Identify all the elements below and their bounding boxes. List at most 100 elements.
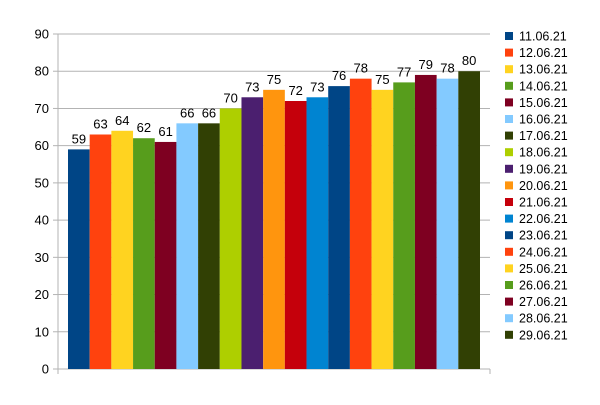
legend-label: 21.06.21 bbox=[519, 196, 568, 210]
y-tick-labels: 0 10 20 30 40 50 60 70 80 90 bbox=[35, 27, 49, 377]
bar-20.06.21 bbox=[263, 89, 285, 369]
legend: 11.06.21 12.06.21 13.06.21 14.06.21 15.06.21… bbox=[505, 30, 568, 342]
legend-swatch bbox=[505, 181, 513, 190]
data-label: 70 bbox=[223, 90, 237, 105]
legend-label: 24.06.21 bbox=[519, 245, 568, 259]
legend-swatch bbox=[505, 148, 513, 157]
data-label: 75 bbox=[375, 72, 389, 87]
legend-swatch bbox=[505, 131, 513, 140]
legend-swatch bbox=[505, 48, 513, 57]
legend-label: 23.06.21 bbox=[519, 229, 568, 243]
legend-item: 13.06.21 bbox=[505, 63, 568, 77]
legend-swatch bbox=[505, 81, 513, 90]
legend-item: 26.06.21 bbox=[505, 279, 568, 293]
bar-14.06.21 bbox=[133, 138, 155, 369]
legend-swatch bbox=[505, 264, 513, 273]
legend-item: 18.06.21 bbox=[505, 146, 568, 160]
legend-item: 22.06.21 bbox=[505, 212, 568, 226]
legend-item: 14.06.21 bbox=[505, 79, 568, 93]
y-tick-label: 60 bbox=[35, 138, 49, 153]
bar-25.06.21 bbox=[371, 89, 394, 369]
data-label: 66 bbox=[202, 105, 216, 120]
bar-22.06.21 bbox=[306, 97, 329, 370]
legend-item: 20.06.21 bbox=[505, 179, 568, 193]
legend-label: 19.06.21 bbox=[519, 162, 568, 176]
bar-18.06.21 bbox=[219, 108, 242, 369]
legend-label: 17.06.21 bbox=[519, 129, 568, 143]
bar-17.06.21 bbox=[198, 123, 220, 369]
legend-item: 19.06.21 bbox=[505, 162, 568, 176]
legend-label: 16.06.21 bbox=[519, 113, 568, 127]
legend-item: 21.06.21 bbox=[505, 196, 568, 210]
y-tick-label: 80 bbox=[35, 64, 49, 79]
y-tick-label: 70 bbox=[35, 101, 49, 116]
legend-swatch bbox=[505, 98, 513, 107]
data-label: 63 bbox=[93, 117, 107, 132]
bar-21.06.21 bbox=[284, 101, 307, 369]
data-label: 77 bbox=[397, 64, 411, 79]
legend-swatch bbox=[505, 198, 513, 206]
legend-swatch bbox=[505, 297, 513, 306]
legend-label: 12.06.21 bbox=[519, 46, 568, 60]
legend-item: 15.06.21 bbox=[505, 96, 568, 110]
legend-item: 17.06.21 bbox=[505, 129, 568, 143]
data-label: 62 bbox=[137, 120, 151, 135]
legend-swatch bbox=[505, 247, 513, 256]
legend-label: 15.06.21 bbox=[519, 96, 568, 110]
bar-16.06.21 bbox=[176, 123, 199, 369]
y-tick-label: 30 bbox=[35, 250, 49, 265]
y-tick-label: 90 bbox=[35, 27, 49, 42]
legend-label: 22.06.21 bbox=[519, 212, 568, 226]
bar-11.06.21 bbox=[68, 149, 90, 369]
legend-swatch bbox=[505, 65, 513, 74]
data-label: 72 bbox=[288, 83, 302, 98]
legend-item: 24.06.21 bbox=[505, 245, 568, 259]
legend-item: 16.06.21 bbox=[505, 113, 568, 127]
data-label: 75 bbox=[267, 72, 281, 87]
legend-label: 18.06.21 bbox=[519, 146, 568, 160]
bar-23.06.21 bbox=[328, 86, 350, 369]
legend-swatch bbox=[505, 214, 513, 223]
y-tick-label: 10 bbox=[35, 324, 49, 339]
bar-15.06.21 bbox=[154, 141, 177, 369]
legend-label: 29.06.21 bbox=[519, 328, 568, 342]
legend-label: 14.06.21 bbox=[519, 79, 568, 93]
legend-swatch bbox=[505, 330, 513, 339]
y-tick-label: 40 bbox=[35, 213, 49, 228]
legend-label: 11.06.21 bbox=[519, 30, 567, 44]
bar-28.06.21 bbox=[436, 78, 459, 370]
data-label: 79 bbox=[419, 57, 433, 72]
data-label: 80 bbox=[462, 53, 476, 68]
data-label: 78 bbox=[354, 61, 368, 76]
data-label: 76 bbox=[332, 68, 346, 83]
bar-29.06.21 bbox=[458, 71, 480, 369]
y-tick-label: 0 bbox=[42, 362, 49, 377]
legend-item: 23.06.21 bbox=[505, 229, 568, 243]
legend-swatch bbox=[505, 231, 513, 240]
legend-label: 20.06.21 bbox=[519, 179, 568, 193]
legend-label: 26.06.21 bbox=[519, 279, 568, 293]
y-tick-label: 50 bbox=[35, 175, 49, 190]
data-labels: 59 63 64 62 61 66 66 70 73 75 72 73 76 78 75 77 79 78 80 bbox=[72, 53, 477, 146]
bar-13.06.21 bbox=[111, 130, 134, 369]
legend-item: 28.06.21 bbox=[505, 312, 568, 326]
data-label: 61 bbox=[158, 124, 172, 139]
bar-24.06.21 bbox=[349, 78, 372, 370]
legend-item: 29.06.21 bbox=[505, 328, 568, 342]
legend-swatch bbox=[505, 281, 513, 289]
data-label: 59 bbox=[72, 131, 86, 146]
bar-26.06.21 bbox=[393, 82, 415, 369]
legend-label: 27.06.21 bbox=[519, 295, 568, 309]
legend-item: 25.06.21 bbox=[505, 262, 568, 276]
legend-item: 12.06.21 bbox=[505, 46, 568, 60]
bar-27.06.21 bbox=[414, 74, 437, 369]
legend-swatch bbox=[505, 32, 513, 40]
legend-label: 13.06.21 bbox=[519, 63, 568, 77]
legend-label: 28.06.21 bbox=[519, 312, 568, 326]
bar-12.06.21 bbox=[89, 134, 112, 369]
data-label: 78 bbox=[440, 61, 454, 76]
legend-label: 25.06.21 bbox=[519, 262, 568, 276]
data-label: 66 bbox=[180, 105, 194, 120]
